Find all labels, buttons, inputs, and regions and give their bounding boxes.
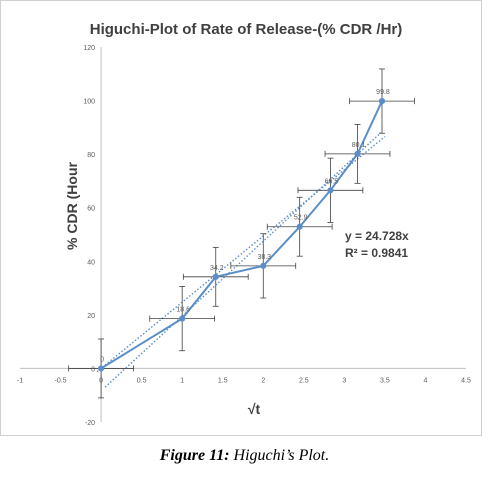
y-tick-label: 80 xyxy=(87,152,95,159)
data-series xyxy=(97,98,386,372)
x-tick-label: -1 xyxy=(17,377,23,384)
x-tick-label: -0.5 xyxy=(55,377,67,384)
trendline-equation: y = 24.728x xyxy=(345,229,409,243)
x-tick-label: 1 xyxy=(180,377,184,384)
y-tick-label: 20 xyxy=(87,313,95,320)
y-tick-label: 0 xyxy=(91,366,95,373)
y-axis-label: % CDR (Hour xyxy=(64,162,80,250)
x-tick-label: 3.5 xyxy=(380,377,390,384)
chart-frame: Higuchi-Plot of Rate of Release-(% CDR /… xyxy=(0,0,482,436)
data-label: 0 xyxy=(100,356,104,363)
trendline-r-squared: R² = 0.9841 xyxy=(345,246,408,260)
series-line xyxy=(100,100,383,370)
data-label: 38.3 xyxy=(257,254,271,261)
data-point xyxy=(97,365,105,372)
data-label: 80.1 xyxy=(352,142,366,149)
y-axis-ticks: -20 0 20 40 60 80 100 120 xyxy=(83,45,95,427)
data-point xyxy=(296,223,303,230)
y-tick-label: 120 xyxy=(83,45,95,52)
trendline-secondary xyxy=(104,132,382,388)
y-tick-label: 60 xyxy=(87,206,95,213)
x-tick-label: 4.5 xyxy=(461,377,471,384)
x-tick-label: 4 xyxy=(424,377,428,384)
y-tick-label: -20 xyxy=(85,420,95,427)
x-tick-label: 1.5 xyxy=(218,377,228,384)
trendline xyxy=(96,136,386,373)
data-point xyxy=(260,262,267,269)
chart-title: Higuchi-Plot of Rate of Release-(% CDR /… xyxy=(90,21,403,38)
chart: Higuchi-Plot of Rate of Release-(% CDR /… xyxy=(17,21,471,427)
data-label: 18.6 xyxy=(176,307,190,314)
data-label: 34.2 xyxy=(210,265,224,272)
caption-text: Higuchi’s Plot. xyxy=(229,447,330,464)
x-tick-label: 2 xyxy=(261,377,265,384)
data-point xyxy=(212,273,219,280)
data-label: 99.8 xyxy=(376,89,390,96)
data-labels: 0 18.6 34.2 38.3 52.9 66.5 80.1 99.8 xyxy=(100,89,390,363)
data-label: 66.5 xyxy=(325,178,339,185)
x-tick-label: 2.5 xyxy=(299,377,309,384)
x-axis-label: √t xyxy=(248,401,261,417)
data-label: 52.9 xyxy=(294,215,308,222)
figure-caption: Figure 11: Higuchi’s Plot. xyxy=(0,447,489,465)
data-point xyxy=(354,150,361,157)
y-tick-label: 40 xyxy=(87,259,95,266)
x-axis-ticks: -1-0.500.511.522.533.544.5 xyxy=(17,377,471,384)
y-tick-label: 100 xyxy=(83,99,95,106)
data-point xyxy=(179,315,186,322)
data-point xyxy=(378,98,386,105)
x-tick-label: 3 xyxy=(342,377,346,384)
data-point xyxy=(327,187,334,194)
trendline-group xyxy=(96,132,386,388)
x-tick-label: 0.5 xyxy=(137,377,147,384)
caption-label: Figure 11: xyxy=(159,447,230,464)
